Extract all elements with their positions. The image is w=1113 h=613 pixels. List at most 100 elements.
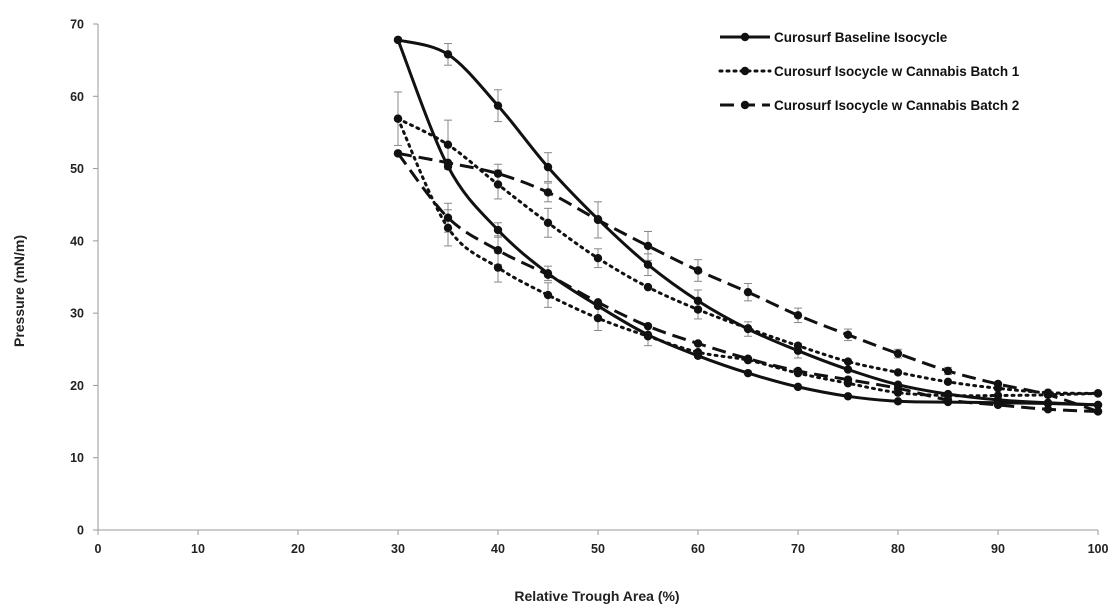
y-tick-label: 70 [70, 18, 84, 32]
data-point [393, 149, 403, 158]
data-point [993, 391, 1003, 400]
data-point [743, 368, 753, 378]
data-point [1043, 405, 1053, 414]
data-point [693, 339, 703, 348]
data-point [1093, 400, 1103, 410]
data-point [793, 311, 803, 320]
legend-label-3: Curosurf Isocycle w Cannabis Batch 2 [774, 98, 1019, 113]
data-point [1043, 398, 1053, 407]
data-point [693, 296, 703, 306]
y-tick-label: 10 [70, 451, 84, 465]
data-point [393, 114, 403, 123]
data-point [1093, 407, 1103, 416]
data-point [643, 332, 653, 341]
data-point [643, 282, 653, 292]
legend-label-2: Curosurf Isocycle w Cannabis Batch 1 [774, 64, 1020, 79]
data-point [393, 35, 403, 45]
data-point [843, 330, 853, 340]
data-point [493, 180, 503, 189]
data-point [593, 298, 603, 307]
data-point [893, 384, 903, 393]
data-point [543, 218, 553, 227]
data-point [443, 158, 453, 167]
data-point [443, 50, 453, 59]
y-tick-label: 60 [70, 90, 84, 104]
data-point [543, 188, 553, 197]
data-point [493, 101, 503, 110]
y-tick-label: 40 [70, 234, 84, 248]
x-tick-label: 10 [191, 542, 205, 556]
data-point [743, 287, 753, 297]
data-point [543, 162, 553, 172]
series-line-2-compression [396, 117, 1100, 398]
data-point [493, 263, 503, 272]
x-tick-label: 70 [791, 542, 805, 556]
data-point [493, 225, 503, 235]
series-line-1-expansion [397, 38, 1099, 407]
data-point [693, 347, 703, 357]
data-point [543, 270, 553, 280]
data-point [893, 368, 903, 377]
axes-group [93, 23, 1099, 535]
y-axis-title: Pressure (mN/m) [11, 235, 27, 347]
series-line-3-compression [396, 152, 1099, 413]
data-point [643, 241, 653, 251]
data-point [493, 246, 503, 255]
data-point [793, 382, 803, 392]
x-axis-title: Relative Trough Area (%) [514, 588, 679, 604]
data-point [443, 140, 453, 149]
data-point [743, 354, 753, 363]
series-points-group [393, 35, 1103, 416]
data-point [593, 215, 603, 225]
data-point [793, 341, 803, 350]
data-point [893, 397, 903, 406]
x-tick-label: 60 [691, 542, 705, 556]
data-point [443, 213, 453, 222]
x-tick-label: 100 [1088, 542, 1109, 556]
x-tick-label: 20 [291, 542, 305, 556]
data-point [643, 321, 653, 331]
legend-marker-3 [740, 100, 750, 110]
data-point [843, 365, 853, 374]
x-tick-label: 50 [591, 542, 605, 556]
x-tick-label: 80 [891, 542, 905, 556]
series-line-1-compression [396, 39, 1099, 407]
data-point [843, 357, 853, 366]
y-tick-label: 0 [77, 524, 84, 538]
legend: Curosurf Baseline Isocycle Curosurf Isocy… [718, 30, 1020, 113]
data-point [1043, 390, 1053, 400]
y-tick-label: 30 [70, 307, 84, 321]
data-point [643, 260, 653, 269]
x-tick-label: 30 [391, 542, 405, 556]
data-point [893, 349, 903, 358]
data-point [943, 366, 953, 376]
data-point [943, 377, 953, 387]
legend-marker-2 [740, 66, 750, 76]
data-point [843, 392, 853, 401]
data-point [443, 223, 453, 233]
legend-marker-1 [740, 32, 750, 42]
data-point [693, 305, 703, 314]
x-tick-label: 40 [491, 542, 505, 556]
x-tick-label: 90 [991, 542, 1005, 556]
y-tick-label: 20 [70, 379, 84, 393]
data-point [593, 254, 603, 263]
data-point [943, 395, 953, 405]
data-point [993, 379, 1003, 389]
data-point [593, 314, 603, 323]
data-point [693, 266, 703, 275]
data-point [1093, 389, 1103, 398]
y-tick-label: 50 [70, 162, 84, 176]
legend-label-1: Curosurf Baseline Isocycle [774, 30, 948, 45]
tick-labels-group: 0 10 20 30 40 50 60 70 80 90 100 0 10 20 30 40 50 60 70 [70, 18, 1108, 557]
data-point [543, 290, 553, 300]
data-point [743, 324, 753, 333]
series-line-2-expansion [396, 117, 1100, 395]
data-point [793, 366, 803, 376]
data-point [993, 400, 1003, 410]
data-point [493, 169, 503, 178]
data-point [843, 375, 853, 384]
x-tick-label: 0 [95, 542, 102, 556]
